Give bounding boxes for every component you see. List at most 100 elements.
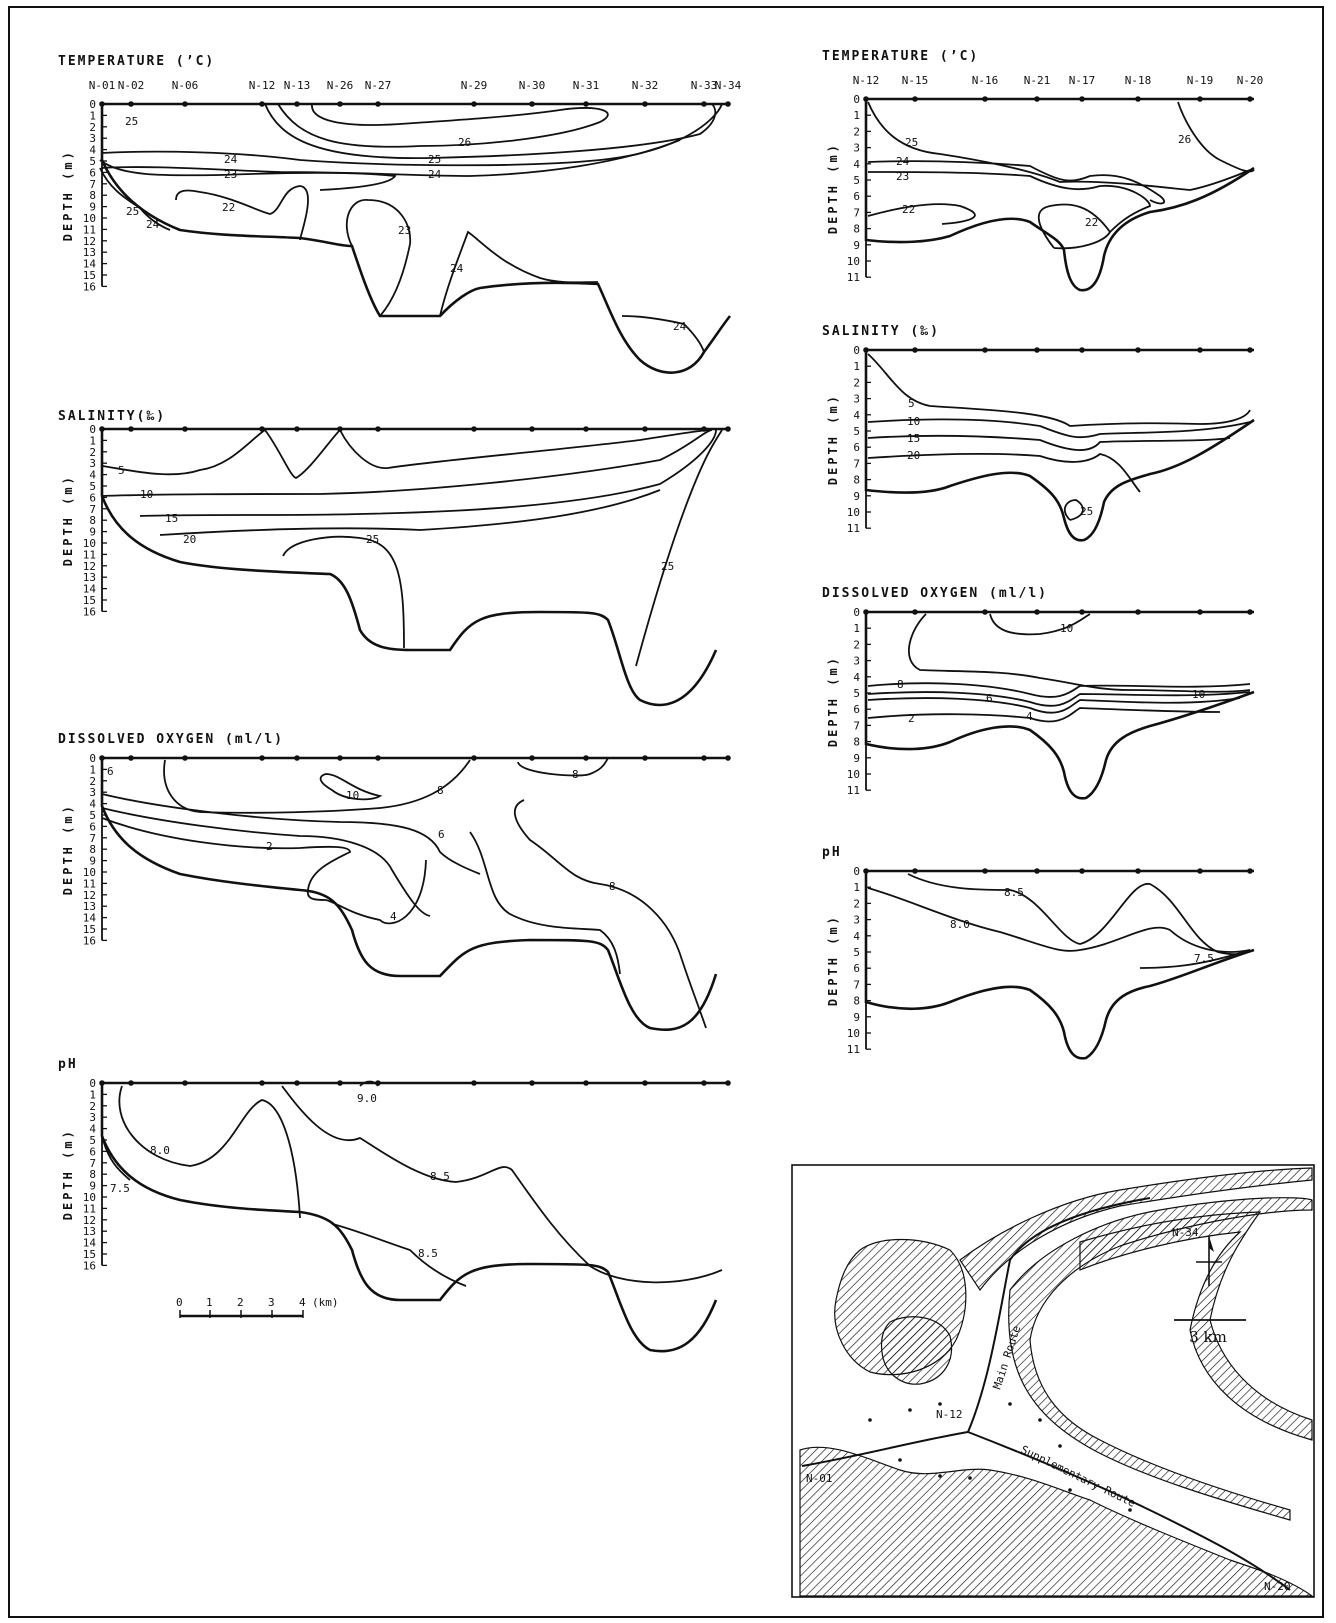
depth-tick-label: 13 — [83, 246, 96, 259]
station-marker — [912, 868, 918, 874]
depth-tick-label: 9 — [853, 1011, 860, 1024]
station-marker — [294, 1080, 300, 1086]
figure-frame — [8, 6, 1324, 1618]
depth-tick-label: 5 — [853, 687, 860, 700]
depth-tick-label: 2 — [853, 897, 860, 910]
station-marker — [1247, 868, 1253, 874]
depth-tick-label: 7 — [853, 719, 860, 732]
station-marker — [583, 1080, 589, 1086]
right-ph-contours: 8.5 8.0 7.5 — [867, 873, 1251, 969]
depth-tick-label: 2 — [853, 376, 860, 389]
depth-tick-label: 7 — [89, 832, 96, 845]
depth-axis-label: DEPTH (m) — [826, 914, 840, 1006]
station-marker — [1135, 868, 1141, 874]
station-marker — [583, 755, 589, 761]
depth-tick-label: 0 — [853, 344, 860, 357]
scale-tick-label: 1 — [206, 1296, 213, 1309]
section-panel: pH 0 1 2 3 4 5 6 7 8 9 10 11 DEPTH (m) — [822, 845, 1255, 1060]
depth-tick-label: 8 — [853, 474, 860, 487]
station-marker — [583, 426, 589, 432]
depth-tick-label: 1 — [89, 763, 96, 776]
contour-label: 22 — [1085, 216, 1098, 229]
depth-tick-label: 7 — [853, 206, 860, 219]
contour-label: 8.5 — [418, 1247, 438, 1260]
contour-label: 15 — [165, 512, 178, 525]
depth-tick-label: 1 — [853, 360, 860, 373]
depth-tick-label: 9 — [89, 1180, 96, 1193]
station-marker — [982, 868, 988, 874]
depth-tick-label: 16 — [83, 934, 96, 947]
contour-label: 24 — [428, 168, 442, 181]
left-section: N-01 N-02 N-06 N-12 N-13 N-26 N-27 N-29 N-30 N-31… — [58, 54, 742, 1353]
bottom-profile — [864, 350, 1255, 542]
depth-tick-label: 5 — [853, 946, 860, 959]
contour-label: 23 — [398, 224, 411, 237]
depth-tick-label: 10 — [83, 212, 96, 225]
contour-label: 23 — [896, 170, 909, 183]
contour-label: 24 — [146, 218, 160, 231]
station-marker — [529, 426, 535, 432]
station-marker — [337, 1080, 343, 1086]
station-marker — [375, 755, 381, 761]
section-panel: TEMPERATURE (’C)012345678910111213141516… — [58, 54, 732, 374]
depth-tick-label: 10 — [847, 506, 860, 519]
station-marker — [1135, 347, 1141, 353]
depth-axis-label: DEPTH (m) — [826, 142, 840, 234]
shoreline-east — [1008, 1197, 1313, 1521]
depth-tick-label: 11 — [847, 522, 860, 535]
station-label: N-18 — [1125, 74, 1152, 87]
scale-tick-label: 4 — [299, 1296, 306, 1309]
depth-tick-label: 0 — [853, 93, 860, 106]
contour-label: 25 — [125, 115, 138, 128]
contour-label: 24 — [896, 155, 910, 168]
station-marker — [912, 609, 918, 615]
contour-label: 24 — [673, 320, 687, 333]
depth-tick-label: 11 — [83, 223, 96, 236]
depth-tick-label: 3 — [89, 786, 96, 799]
station-marker — [1079, 609, 1085, 615]
contour-label: 25 — [428, 153, 441, 166]
depth-tick-label: 10 — [847, 768, 860, 781]
station-marker — [337, 755, 343, 761]
depth-tick-label: 1 — [89, 434, 96, 447]
contour-label: 24 — [450, 262, 464, 275]
contour-label: 7.5 — [110, 1182, 130, 1195]
depth-tick-label: 10 — [847, 1027, 860, 1040]
contour-label: 25 — [905, 136, 918, 149]
contour-label: 25 — [661, 560, 674, 573]
depth-tick-label: 8 — [853, 736, 860, 749]
scale-unit-label: (km) — [312, 1296, 339, 1309]
station-label: N-12 — [249, 79, 276, 92]
section-panel: SALINITY (‰) 0 1 2 3 4 5 6 7 8 9 10 11 DEPTH (m) — [822, 324, 1255, 542]
station-marker — [1247, 609, 1253, 615]
depth-tick-label: 6 — [89, 820, 96, 833]
depth-tick-label: 0 — [89, 1077, 96, 1090]
contour-label: 10 — [140, 488, 153, 501]
station-label-n20: N-20 — [1264, 1580, 1291, 1593]
depth-tick-label: 6 — [89, 491, 96, 504]
depth-tick-label: 4 — [89, 469, 96, 482]
station-marker — [1135, 96, 1141, 102]
contour-label: 5 — [118, 464, 125, 477]
depth-tick-label: 3 — [89, 457, 96, 470]
right-temperature-contours: 25 24 23 22 22 26 — [867, 101, 1255, 250]
station-label-n34: N-34 — [1172, 1226, 1199, 1239]
station-marker — [471, 755, 477, 761]
depth-tick-label: 7 — [89, 1157, 96, 1170]
station-marker — [182, 101, 188, 107]
bottom-profile — [864, 612, 1255, 800]
depth-axis-label: DEPTH (m) — [826, 393, 840, 485]
shoreline-south — [799, 1446, 1314, 1597]
depth-tick-label: 8 — [89, 843, 96, 856]
station-marker — [1034, 609, 1040, 615]
station-marker — [471, 1080, 477, 1086]
depth-tick-label: 0 — [89, 423, 96, 436]
depth-tick-label: 9 — [89, 526, 96, 539]
scale-tick-label: 3 — [268, 1296, 275, 1309]
depth-tick-label: 0 — [853, 606, 860, 619]
station-marker — [642, 755, 648, 761]
contour-label: 5 — [908, 397, 915, 410]
depth-tick-label: 5 — [89, 480, 96, 493]
contour-label: 2 — [908, 712, 915, 725]
